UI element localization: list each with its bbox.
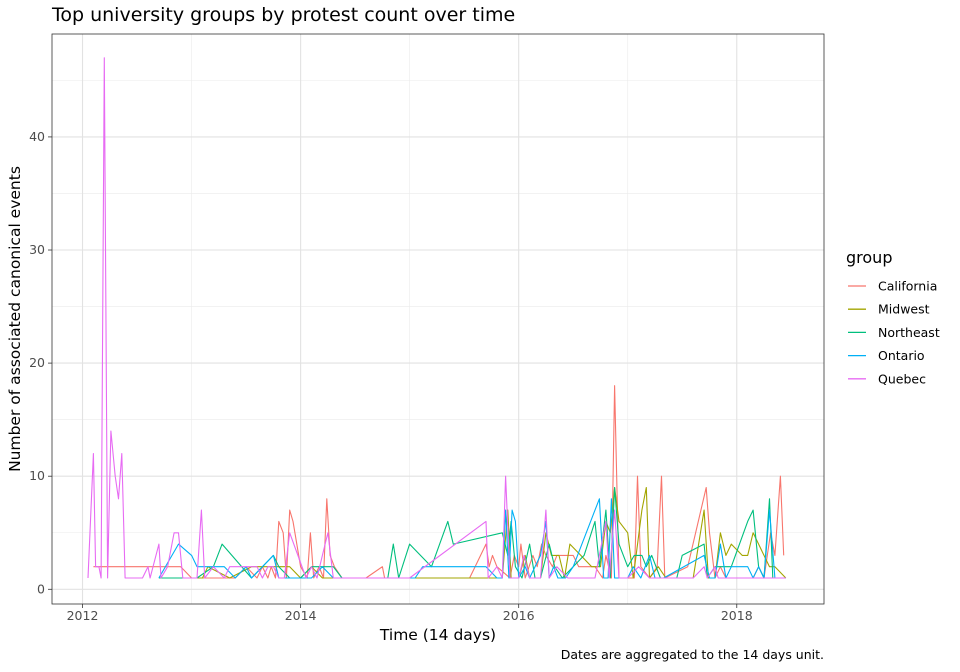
axis-layer: 2012 2014 2016 2018 0 10 20 30 40 — [29, 129, 753, 623]
legend-label-midwest: Midwest — [878, 302, 930, 317]
x-tick-label: 2018 — [721, 608, 753, 623]
x-tick-label: 2012 — [67, 608, 99, 623]
x-axis-title: Time (14 days) — [379, 626, 496, 644]
plot-border — [51, 33, 825, 605]
legend-title: group — [846, 248, 892, 267]
y-tick-label: 0 — [37, 581, 45, 596]
x-tick-label: 2014 — [285, 608, 317, 623]
series-line-midwest — [158, 486, 787, 579]
y-axis-title: Number of associated canonical events — [6, 166, 24, 472]
legend-label-ontario: Ontario — [878, 348, 925, 363]
legend-label-quebec: Quebec — [878, 371, 926, 386]
grid-layer — [52, 34, 824, 604]
y-tick-label: 30 — [29, 242, 45, 257]
series-layer — [87, 57, 787, 579]
chart-title: Top university groups by protest count o… — [52, 4, 516, 26]
series-line-california — [93, 385, 785, 579]
legend-label-northeast: Northeast — [878, 325, 940, 340]
y-tick-label: 40 — [29, 129, 45, 144]
x-tick-label: 2016 — [503, 608, 535, 623]
series-line-ontario — [158, 498, 786, 579]
y-tick-label: 10 — [29, 468, 45, 483]
plot-panel — [52, 34, 824, 604]
y-tick-label: 20 — [29, 355, 45, 370]
chart-caption: Dates are aggregated to the 14 days unit… — [560, 647, 824, 662]
series-line-northeast — [158, 486, 786, 579]
legend: group California Midwest Northeast Ontario Q… — [846, 248, 940, 386]
series-line-quebec — [87, 57, 786, 579]
legend-label-california: California — [878, 279, 937, 294]
